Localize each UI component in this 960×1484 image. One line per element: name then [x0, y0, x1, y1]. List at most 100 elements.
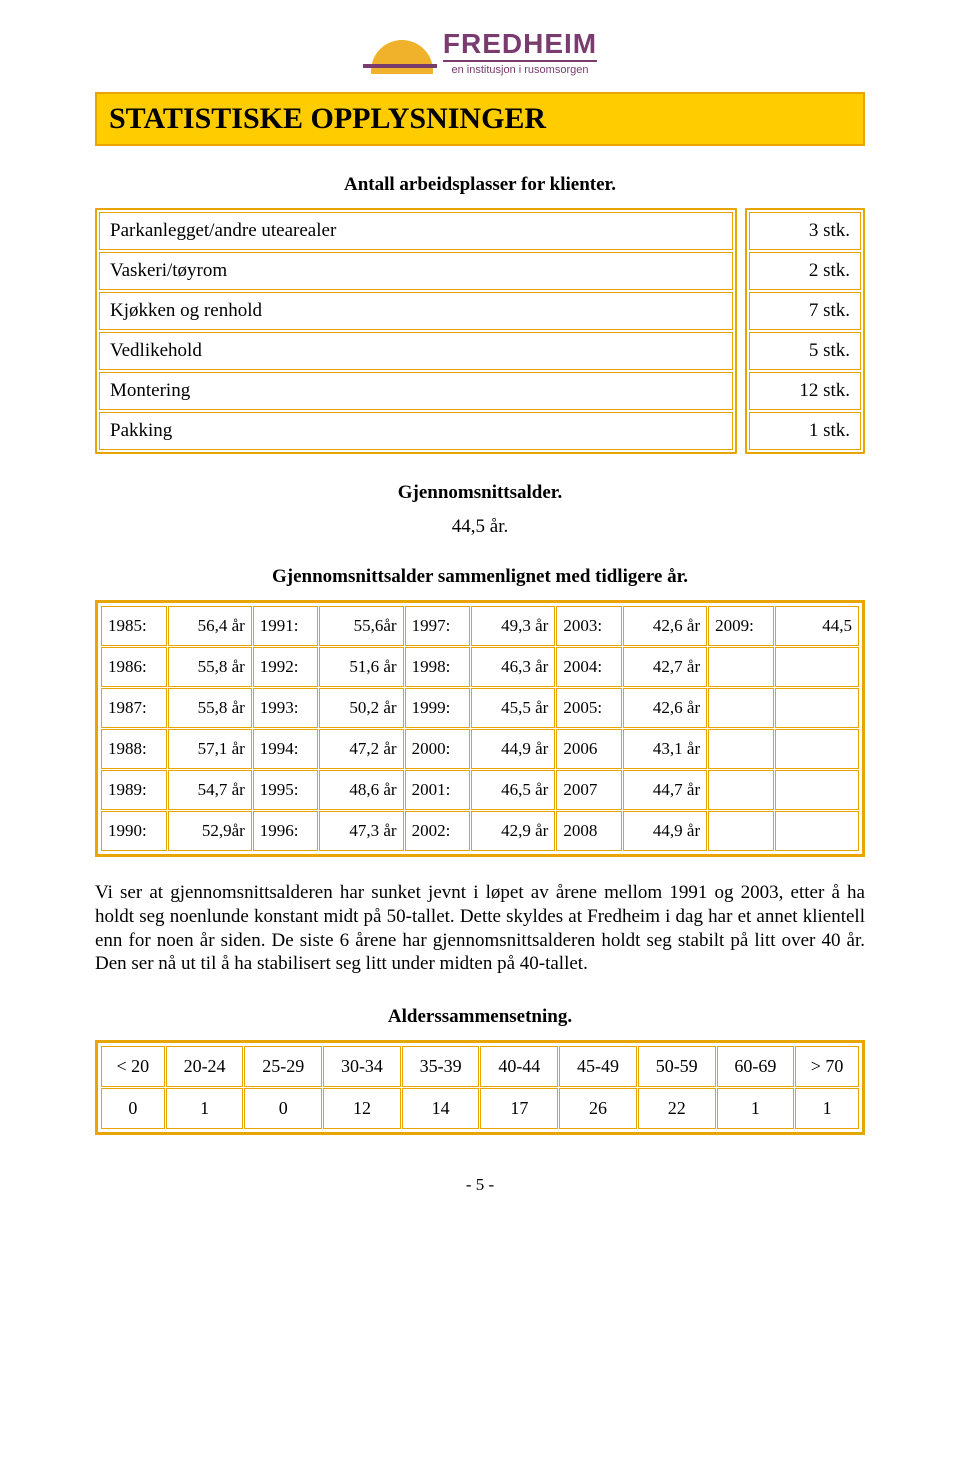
year-label: 1989:	[101, 770, 167, 810]
age-bracket-header: 25-29	[244, 1046, 322, 1087]
year-value: 47,3 år	[319, 811, 403, 851]
year-value: 48,6 år	[319, 770, 403, 810]
year-label: 1999:	[405, 688, 471, 728]
age-bracket-header: 45-49	[559, 1046, 637, 1087]
year-label: 1994:	[253, 729, 319, 769]
body-paragraph: Vi ser at gjennomsnittsalderen har sunke…	[95, 881, 865, 976]
year-value: 42,6 år	[623, 606, 707, 646]
age-bracket-header: 35-39	[402, 1046, 480, 1087]
year-value	[775, 770, 859, 810]
year-label: 1998:	[405, 647, 471, 687]
table-row: < 2020-2425-2930-3435-3940-4445-4950-596…	[101, 1046, 859, 1087]
year-label: 2009:	[708, 606, 774, 646]
table-row: 1988:57,1 år1994:47,2 år2000:44,9 år2006…	[101, 729, 859, 769]
year-value: 54,7 år	[168, 770, 252, 810]
year-value: 55,8 år	[168, 688, 252, 728]
year-label	[708, 770, 774, 810]
logo-name: FREDHEIM	[443, 30, 597, 58]
year-label	[708, 688, 774, 728]
year-label: 1997:	[405, 606, 471, 646]
age-bracket-value: 12	[323, 1088, 401, 1129]
age-bracket-value: 1	[795, 1088, 859, 1129]
year-compare-heading: Gjennomsnittsalder sammenlignet med tidl…	[95, 566, 865, 588]
year-label: 1986:	[101, 647, 167, 687]
year-label: 2002:	[405, 811, 471, 851]
age-bracket-value: 26	[559, 1088, 637, 1129]
year-label: 1996:	[253, 811, 319, 851]
avg-age-value: 44,5 år.	[95, 516, 865, 538]
age-bracket-header: 40-44	[480, 1046, 558, 1087]
year-label	[708, 811, 774, 851]
year-label: 1990:	[101, 811, 167, 851]
year-value: 42,7 år	[623, 647, 707, 687]
year-value	[775, 729, 859, 769]
year-value: 46,5 år	[471, 770, 555, 810]
year-value: 44,7 år	[623, 770, 707, 810]
year-value: 44,5	[775, 606, 859, 646]
workplace-value: 3 stk.	[749, 212, 861, 250]
workplaces-heading: Antall arbeidsplasser for klienter.	[95, 174, 865, 196]
page-number: - 5 -	[95, 1175, 865, 1195]
year-label	[708, 647, 774, 687]
workplace-label: Vaskeri/tøyrom	[99, 252, 733, 290]
age-bracket-value: 22	[638, 1088, 716, 1129]
workplace-value: 1 stk.	[749, 412, 861, 450]
year-compare-table: 1985:56,4 år1991:55,6år1997:49,3 år2003:…	[95, 600, 865, 857]
year-label: 1987:	[101, 688, 167, 728]
age-bracket-header: 20-24	[166, 1046, 244, 1087]
year-value: 56,4 år	[168, 606, 252, 646]
workplace-value: 5 stk.	[749, 332, 861, 370]
age-bracket-value: 14	[402, 1088, 480, 1129]
logo-tagline: en institusjon i rusomsorgen	[443, 60, 597, 76]
age-bracket-value: 1	[166, 1088, 244, 1129]
workplace-value: 2 stk.	[749, 252, 861, 290]
table-row: 1987:55,8 år1993:50,2 år1999:45,5 år2005…	[101, 688, 859, 728]
workplace-label: Pakking	[99, 412, 733, 450]
age-dist-table: < 2020-2425-2930-3435-3940-4445-4950-596…	[95, 1040, 865, 1135]
age-bracket-header: 50-59	[638, 1046, 716, 1087]
year-label: 1985:	[101, 606, 167, 646]
year-value	[775, 688, 859, 728]
workplace-label: Kjøkken og renhold	[99, 292, 733, 330]
age-bracket-value: 0	[244, 1088, 322, 1129]
year-label: 1991:	[253, 606, 319, 646]
year-value: 45,5 år	[471, 688, 555, 728]
workplace-label: Vedlikehold	[99, 332, 733, 370]
age-bracket-header: 60-69	[717, 1046, 795, 1087]
year-label: 1988:	[101, 729, 167, 769]
year-value: 51,6 år	[319, 647, 403, 687]
age-bracket-header: > 70	[795, 1046, 859, 1087]
year-label: 1993:	[253, 688, 319, 728]
year-value: 42,9 år	[471, 811, 555, 851]
year-value: 42,6 år	[623, 688, 707, 728]
year-value: 50,2 år	[319, 688, 403, 728]
year-value: 44,9 år	[471, 729, 555, 769]
page-title-bar: STATISTISKE OPPLYSNINGER	[95, 92, 865, 146]
age-bracket-value: 17	[480, 1088, 558, 1129]
age-bracket-value: 1	[717, 1088, 795, 1129]
avg-age-heading: Gjennomsnittsalder.	[95, 482, 865, 504]
year-value: 55,6år	[319, 606, 403, 646]
year-label: 2005:	[556, 688, 622, 728]
year-label: 2003:	[556, 606, 622, 646]
year-value	[775, 811, 859, 851]
year-label: 2008	[556, 811, 622, 851]
year-label: 1992:	[253, 647, 319, 687]
year-value: 44,9 år	[623, 811, 707, 851]
workplaces-table: Parkanlegget/andre utearealerVaskeri/tøy…	[95, 208, 865, 454]
table-row: 1985:56,4 år1991:55,6år1997:49,3 år2003:…	[101, 606, 859, 646]
workplace-value: 7 stk.	[749, 292, 861, 330]
table-row: 010121417262211	[101, 1088, 859, 1129]
year-value: 43,1 år	[623, 729, 707, 769]
year-label: 2001:	[405, 770, 471, 810]
table-row: 1986:55,8 år1992:51,6 år1998:46,3 år2004…	[101, 647, 859, 687]
logo: FREDHEIM en institusjon i rusomsorgen	[95, 30, 865, 74]
age-bracket-header: 30-34	[323, 1046, 401, 1087]
year-value: 46,3 år	[471, 647, 555, 687]
workplace-label: Parkanlegget/andre utearealer	[99, 212, 733, 250]
year-label: 2004:	[556, 647, 622, 687]
table-row: 1989:54,7 år1995:48,6 år2001:46,5 år2007…	[101, 770, 859, 810]
year-value: 47,2 år	[319, 729, 403, 769]
workplace-label: Montering	[99, 372, 733, 410]
year-label: 2007	[556, 770, 622, 810]
